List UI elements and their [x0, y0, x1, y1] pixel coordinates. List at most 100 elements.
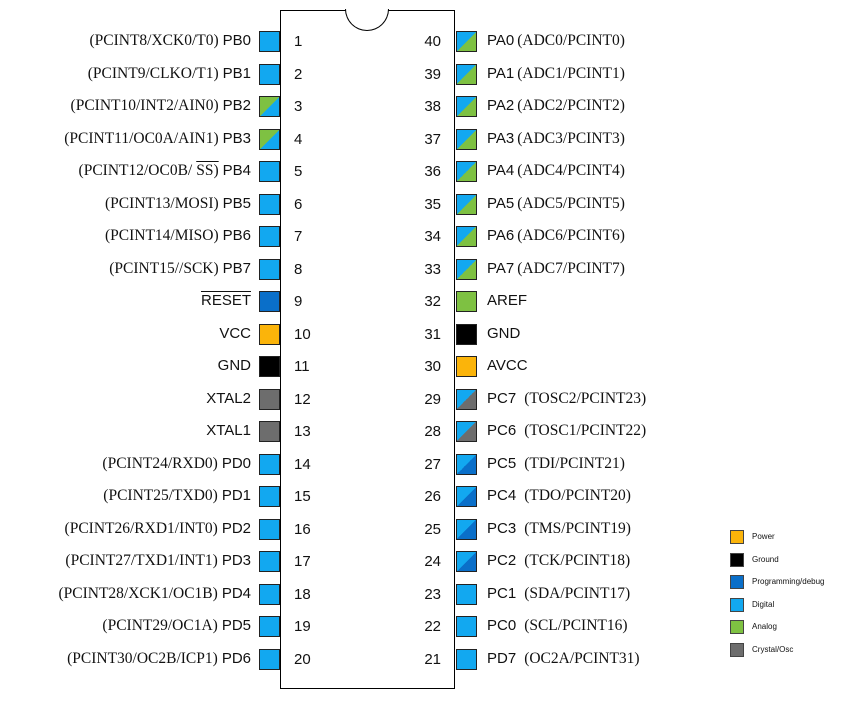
pin-31-marker [456, 323, 477, 345]
pin-number: 34 [424, 228, 441, 245]
pin-number: 8 [294, 260, 303, 278]
pin-label: PD7 (OC2A/PCINT31) [487, 650, 640, 668]
pin-alt-function: (PCINT14/MISO) [104, 227, 219, 244]
pin-name: GND [217, 357, 251, 374]
pin-alt-function: (TOSC1/PCINT22) [524, 422, 647, 439]
pin-number: 17 [294, 553, 311, 570]
legend-label: Crystal/Osc [752, 644, 794, 654]
legend-swatch [730, 575, 744, 589]
pin-24-marker [456, 551, 477, 572]
pin-alt-function: (SDA/PCINT17) [524, 584, 631, 602]
pin-name: AVCC [487, 357, 528, 374]
legend-label: Power [752, 532, 775, 541]
pin-29-marker [456, 388, 477, 410]
pin-31: 31 GND [400, 323, 800, 346]
pin-name: PA1 [487, 64, 515, 82]
pin-number: 21 [424, 650, 441, 668]
pin-8: 8 (PCINT15//SCK) PB7 [0, 258, 320, 281]
pin-35: 35 PA5 (ADC5/PCINT5) [400, 193, 800, 216]
pin-5: 5 (PCINT12/OC0B/SS) PB4 [0, 161, 320, 183]
pin-name: PB3 [222, 129, 251, 147]
pin-alt-function: (PCINT30/OC2B/ICP1) [67, 649, 218, 667]
pin-alt-function: (TCK/PCINT18) [524, 552, 631, 569]
pin-name: PB0 [222, 32, 251, 49]
pin-number: 33 [424, 260, 441, 278]
pin-name: PB2 [222, 97, 251, 114]
pin-number: 26 [424, 488, 441, 505]
pin-number: 9 [294, 293, 303, 310]
pin-label: (PCINT24/RXD0) PD0 [102, 455, 251, 473]
pin-19-marker [259, 616, 280, 637]
pin-alt-function: (TMS/PCINT19) [524, 519, 631, 537]
pin-label: PA1 (ADC1/PCINT1) [487, 65, 625, 83]
pin-24: 24 PC2 (TCK/PCINT18) [400, 551, 800, 573]
pin-3-marker [259, 96, 280, 117]
pin-name: PC4 [487, 487, 517, 504]
pin-6-marker [259, 193, 280, 215]
pin-6: 6 (PCINT13/MOSI) PB5 [0, 193, 320, 216]
pin-name: PC7 [487, 389, 517, 407]
legend-label: Programming/debug [752, 577, 825, 586]
pin-25: 25 PC3 (TMS/PCINT19) [400, 518, 800, 541]
pin-alt-function: (PCINT12/OC0B/ [78, 162, 193, 179]
pin-label: PC7 (TOSC2/PCINT23) [487, 390, 646, 408]
pin-20: 20 (PCINT30/OC2B/ICP1) PD6 [0, 648, 320, 671]
pin-number: 31 [424, 325, 441, 343]
legend-swatch [730, 552, 744, 567]
pin-number: 32 [424, 293, 441, 310]
pin-label: PA7 (ADC7/PCINT7) [487, 260, 625, 278]
pin-7-marker [259, 226, 280, 247]
pin-alt-function: (TOSC2/PCINT23) [524, 389, 647, 407]
pin-16: 16 (PCINT26/RXD1/INT0) PD2 [0, 518, 320, 541]
pin-4: 4 (PCINT11/OC0A/AIN1) PB3 [0, 128, 320, 151]
legend-label: Analog [752, 622, 777, 631]
pin-label: PA4 (ADC4/PCINT4) [487, 162, 625, 180]
pin-number: 23 [424, 585, 441, 603]
pin-14-marker [259, 453, 280, 475]
pin-number: 40 [424, 33, 441, 50]
pin-18: 18 (PCINT28/XCK1/OC1B) PD4 [0, 583, 320, 606]
pin-36-marker [456, 161, 477, 182]
pin-name: PA5 [487, 194, 515, 212]
pin-name: PD3 [221, 552, 251, 569]
pin-alt-function: (PCINT27/TXD1/INT1) [65, 552, 218, 569]
pin-label: AREF [487, 292, 527, 310]
pin-18-marker [259, 583, 280, 605]
pin-alt-function: (TDI/PCINT21) [524, 454, 625, 472]
pin-3: 3 (PCINT10/INT2/AIN0) PB2 [0, 96, 320, 118]
pin-label: PC5 (TDI/PCINT21) [487, 455, 625, 473]
pin-37-marker [456, 128, 477, 150]
pin-16-marker [259, 518, 280, 540]
pin-11: 11 GND [0, 356, 320, 378]
pin-label: PA6 (ADC6/PCINT6) [487, 227, 625, 245]
pin-name: XTAL2 [206, 389, 251, 407]
pin-alt-function: (OC2A/PCINT31) [524, 649, 640, 667]
pin-name: XTAL1 [206, 422, 251, 439]
pin-number: 35 [424, 195, 441, 213]
pin-number: 18 [294, 585, 311, 603]
pin-10-marker [259, 323, 280, 345]
pin-alt-function: (PCINT24/RXD0) [102, 454, 218, 472]
pin-name: PD4 [221, 584, 251, 602]
pin-2-marker [259, 63, 280, 85]
pin-9: 9 RESET [0, 291, 320, 313]
legend-swatch [730, 530, 744, 544]
pin-28: 28 PC6 (TOSC1/PCINT22) [400, 421, 800, 443]
pin-label: GND [218, 357, 251, 375]
pin-alt-function: (ADC0/PCINT0) [517, 32, 625, 49]
pin-10: 10 VCC [0, 323, 320, 346]
pin-number: 2 [294, 65, 303, 83]
pin-name: RESET [200, 292, 251, 309]
pin-name: PD7 [487, 649, 517, 667]
pin-label: PC0 (SCL/PCINT16) [487, 617, 628, 635]
pin-number: 4 [294, 130, 303, 148]
pin-number: 3 [294, 98, 303, 115]
pin-22: 22 PC0 (SCL/PCINT16) [400, 616, 800, 638]
pin-alt-function: (PCINT15//SCK) [109, 259, 219, 277]
pin-name: PB6 [222, 227, 251, 244]
pin-27-marker [456, 453, 477, 475]
legend-swatch [730, 642, 744, 657]
pin-alt-function: (ADC2/PCINT2) [517, 97, 625, 114]
pin-number: 30 [424, 358, 441, 375]
pin-label: VCC [219, 325, 251, 343]
